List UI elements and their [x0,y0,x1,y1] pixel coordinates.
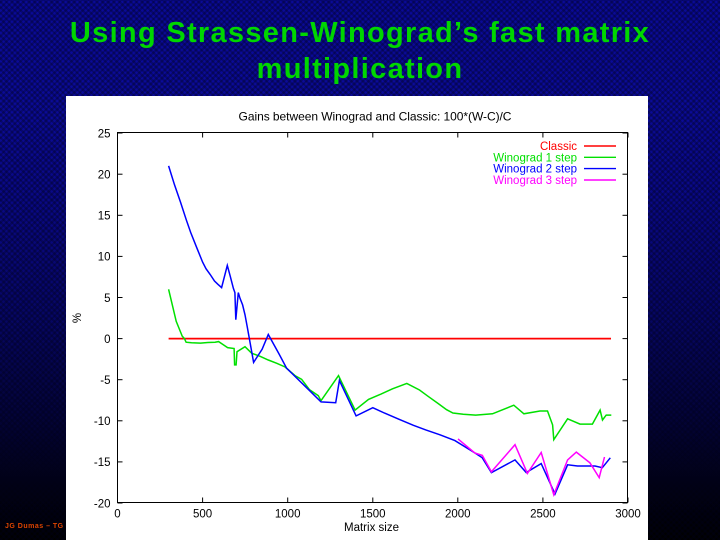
svg-text:5: 5 [104,293,110,305]
svg-text:2500: 2500 [530,509,556,521]
svg-text:25: 25 [98,128,111,140]
svg-text:10: 10 [98,252,111,264]
svg-text:Classic: Classic [540,141,577,153]
svg-text:500: 500 [193,509,212,521]
svg-text:%: % [72,313,84,323]
svg-text:Winograd 1 step: Winograd 1 step [493,152,577,164]
svg-text:-15: -15 [94,457,111,469]
svg-text:1000: 1000 [275,509,301,521]
svg-text:15: 15 [98,211,111,223]
svg-text:3000: 3000 [615,509,641,521]
svg-text:Winograd 2 step: Winograd 2 step [493,164,577,176]
svg-text:-10: -10 [94,416,111,428]
svg-text:Winograd 3 step: Winograd 3 step [493,175,577,187]
svg-text:0: 0 [114,509,120,521]
svg-text:Matrix size: Matrix size [344,522,399,534]
svg-text:1500: 1500 [360,509,386,521]
svg-text:-20: -20 [94,498,111,510]
svg-text:Gains between Winograd and Cla: Gains between Winograd and Classic: 100*… [239,110,512,124]
svg-text:20: 20 [98,170,111,182]
svg-text:2000: 2000 [445,509,471,521]
svg-text:-5: -5 [100,375,110,387]
svg-text:0: 0 [104,334,110,346]
